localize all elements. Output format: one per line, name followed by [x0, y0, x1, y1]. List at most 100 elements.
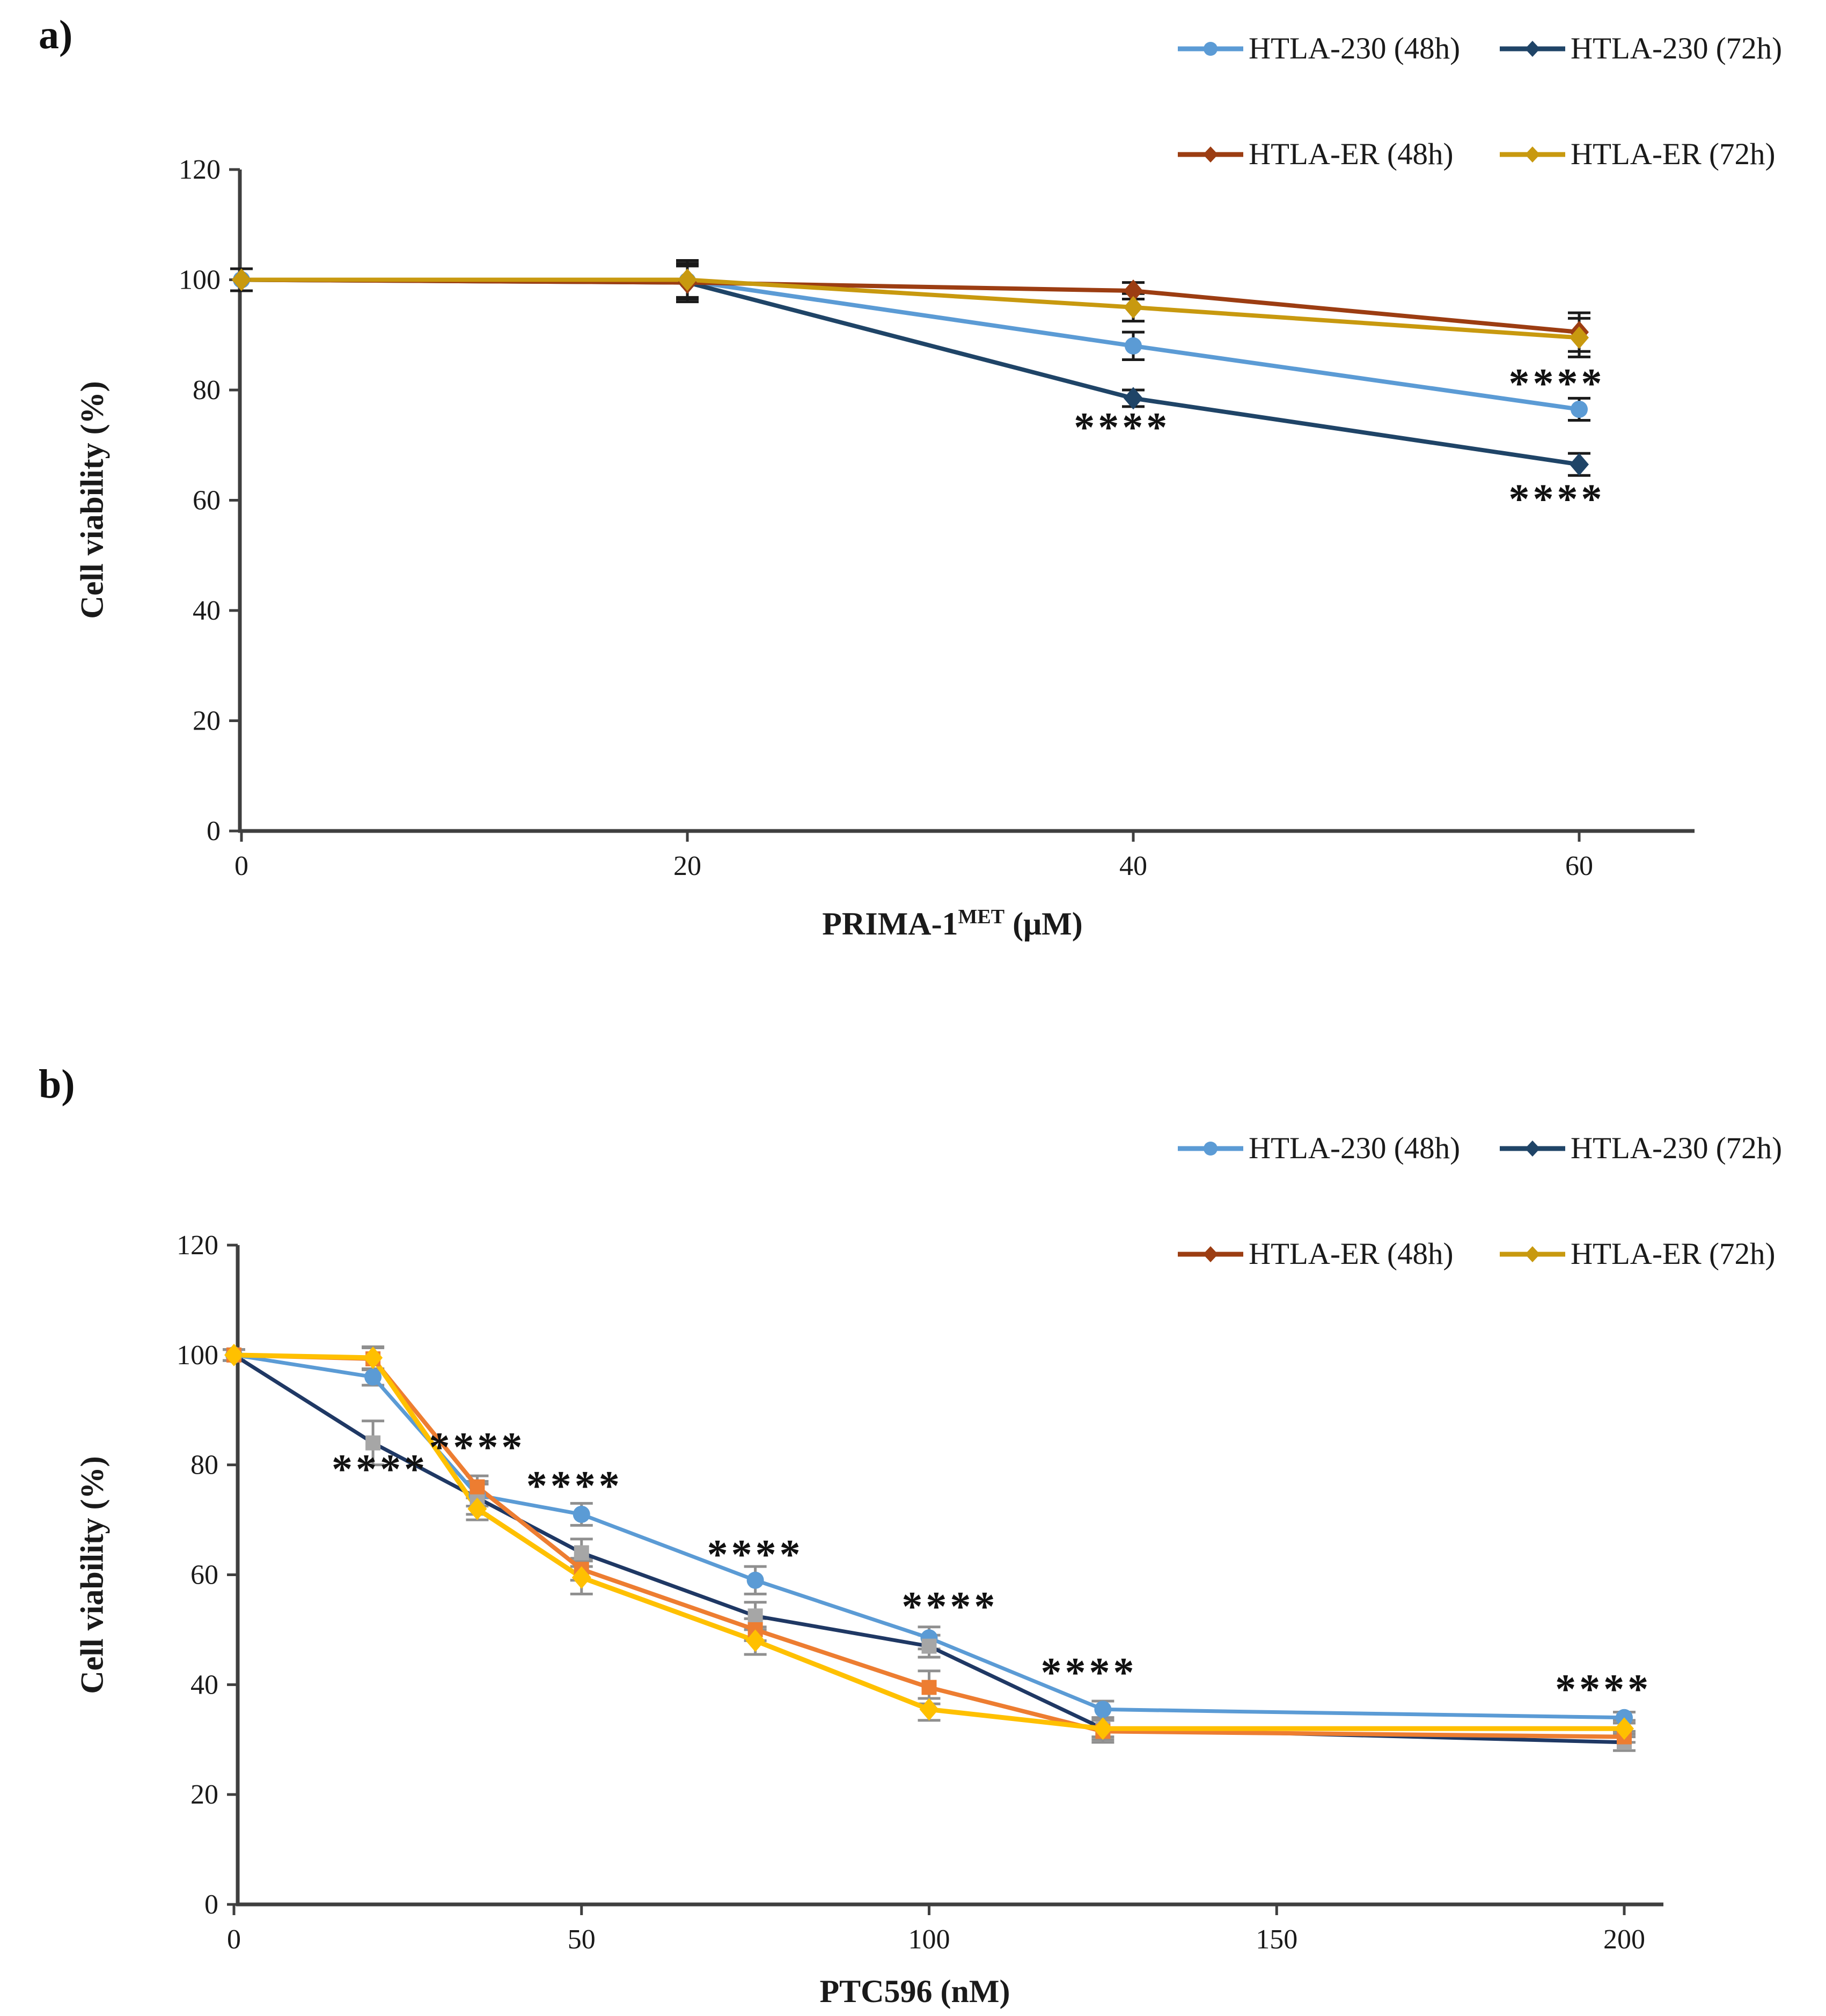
data-point-marker — [1124, 296, 1143, 319]
significance-annotation: **** — [1508, 475, 1605, 522]
series-line — [231, 1352, 1627, 1731]
x-axis-title-unit: (nM) — [940, 1974, 1010, 2009]
data-point-marker — [746, 1571, 764, 1589]
data-point-marker — [1125, 337, 1142, 355]
data-point-marker — [574, 1545, 589, 1561]
significance-annotation: **** — [429, 1424, 525, 1470]
data-point-marker — [678, 268, 697, 291]
series-line — [232, 1353, 1626, 1720]
y-tick-label: 20 — [193, 706, 221, 737]
data-point-marker — [571, 1566, 591, 1589]
x-tick-label: 60 — [1565, 851, 1593, 881]
legend-marker-icon — [1500, 1246, 1565, 1262]
y-tick-label: 60 — [193, 485, 221, 516]
y-tick-label: 100 — [179, 265, 221, 296]
data-point-marker — [1124, 387, 1143, 410]
data-point-marker — [573, 1505, 590, 1523]
x-axis-title-unit: (μM) — [1013, 906, 1083, 941]
data-point-marker — [1570, 453, 1589, 476]
legend-label: HTLA-230 (48h) — [1249, 32, 1461, 65]
y-tick-label: 0 — [207, 816, 221, 847]
x-tick-label: 150 — [1256, 1924, 1297, 1955]
series-line — [239, 277, 1581, 340]
data-point-marker — [470, 1479, 485, 1495]
significance-annotation: **** — [1040, 1649, 1137, 1696]
legend-marker-icon — [1178, 146, 1243, 163]
legend-item-htlaer-48h: HTLA-ER (48h) — [1178, 1237, 1500, 1271]
panel-a-label: a) — [39, 12, 73, 57]
data-point-marker — [363, 1346, 383, 1369]
data-point-marker — [745, 1629, 765, 1652]
significance-annotation: **** — [707, 1531, 804, 1577]
significance-annotation: **** — [901, 1583, 998, 1630]
y-tick-label: 0 — [204, 1889, 218, 1920]
significance-annotation: **** — [332, 1446, 428, 1492]
legend-marker — [1525, 1246, 1540, 1262]
y-tick-label: 60 — [190, 1560, 218, 1591]
legend-marker — [1525, 146, 1540, 163]
legend-marker-icon — [1500, 146, 1565, 163]
data-point-marker — [747, 1608, 763, 1624]
y-axis-title-b: Cell viability (%) — [74, 1456, 110, 1694]
y-tick-label: 120 — [177, 1230, 218, 1261]
x-axis-title-a: PRIMA-1MET (μM) — [822, 905, 1082, 943]
legend-label: HTLA-ER (72h) — [1571, 137, 1776, 171]
x-axis-title-base: PTC596 — [819, 1974, 933, 2009]
legend-item-htla230-48h: HTLA-230 (48h) — [1178, 31, 1500, 66]
data-point-marker — [224, 1343, 244, 1366]
legend-label: HTLA-230 (72h) — [1571, 1131, 1783, 1165]
legend-item-htla230-48h: HTLA-230 (48h) — [1178, 1131, 1500, 1166]
legend-marker-icon — [1178, 1141, 1243, 1156]
x-tick-label: 200 — [1603, 1924, 1645, 1955]
significance-annotation: **** — [1074, 404, 1170, 451]
y-tick-label: 120 — [179, 154, 221, 185]
legend-marker — [1203, 146, 1218, 163]
data-point-marker — [1093, 1717, 1113, 1740]
legend-item-htla230-72h: HTLA-230 (72h) — [1500, 31, 1826, 66]
y-tick-label: 40 — [193, 595, 221, 626]
y-tick-label: 80 — [190, 1450, 218, 1481]
legend-marker-icon — [1500, 1140, 1565, 1157]
series-line — [232, 1353, 1626, 1745]
data-point-marker — [365, 1435, 381, 1451]
data-point-marker — [921, 1638, 937, 1654]
legend-marker-icon — [1178, 1246, 1243, 1262]
data-point-marker — [364, 1368, 382, 1386]
legend-marker — [1204, 1141, 1218, 1156]
data-point-marker — [919, 1698, 939, 1721]
x-axis-title-b: PTC596 (nM) — [820, 1973, 1010, 2010]
series-line — [239, 277, 1581, 411]
legend-marker — [1525, 40, 1540, 57]
x-tick-label: 100 — [908, 1924, 950, 1955]
x-tick-label: 0 — [234, 851, 248, 881]
x-tick-label: 20 — [673, 851, 701, 881]
legend-item-htlaer-48h: HTLA-ER (48h) — [1178, 137, 1500, 172]
data-point-marker — [467, 1497, 487, 1520]
legend-item-htlaer-72h: HTLA-ER (72h) — [1500, 1237, 1826, 1271]
x-axis-title-superscript: MET — [958, 906, 1005, 928]
legend-marker-icon — [1178, 41, 1243, 56]
data-point-marker — [1094, 1701, 1112, 1718]
significance-annotation: **** — [1508, 359, 1605, 406]
legend-marker — [1203, 1246, 1218, 1262]
data-point-marker — [1615, 1717, 1634, 1740]
series-line — [239, 277, 1581, 467]
x-tick-label: 0 — [227, 1924, 241, 1955]
data-point-marker — [1570, 326, 1589, 349]
y-tick-label: 20 — [190, 1779, 218, 1810]
x-tick-label: 50 — [568, 1924, 596, 1955]
legend-a: HTLA-230 (48h) HTLA-230 (72h) HTLA-ER (4… — [1178, 31, 1826, 172]
data-point-marker — [1124, 279, 1143, 303]
data-point-marker — [1571, 400, 1588, 418]
y-tick-label: 100 — [177, 1340, 218, 1371]
legend-label: HTLA-ER (48h) — [1249, 137, 1454, 171]
legend-label: HTLA-230 (72h) — [1571, 32, 1783, 65]
legend-marker-icon — [1500, 40, 1565, 57]
significance-annotation: **** — [526, 1462, 623, 1509]
significance-annotation: **** — [1555, 1665, 1652, 1712]
y-tick-label: 40 — [190, 1669, 218, 1700]
legend-b: HTLA-230 (48h) HTLA-230 (72h) HTLA-ER (4… — [1178, 1131, 1826, 1271]
panel-b-label: b) — [39, 1062, 75, 1107]
legend-label: HTLA-230 (48h) — [1249, 1131, 1461, 1165]
